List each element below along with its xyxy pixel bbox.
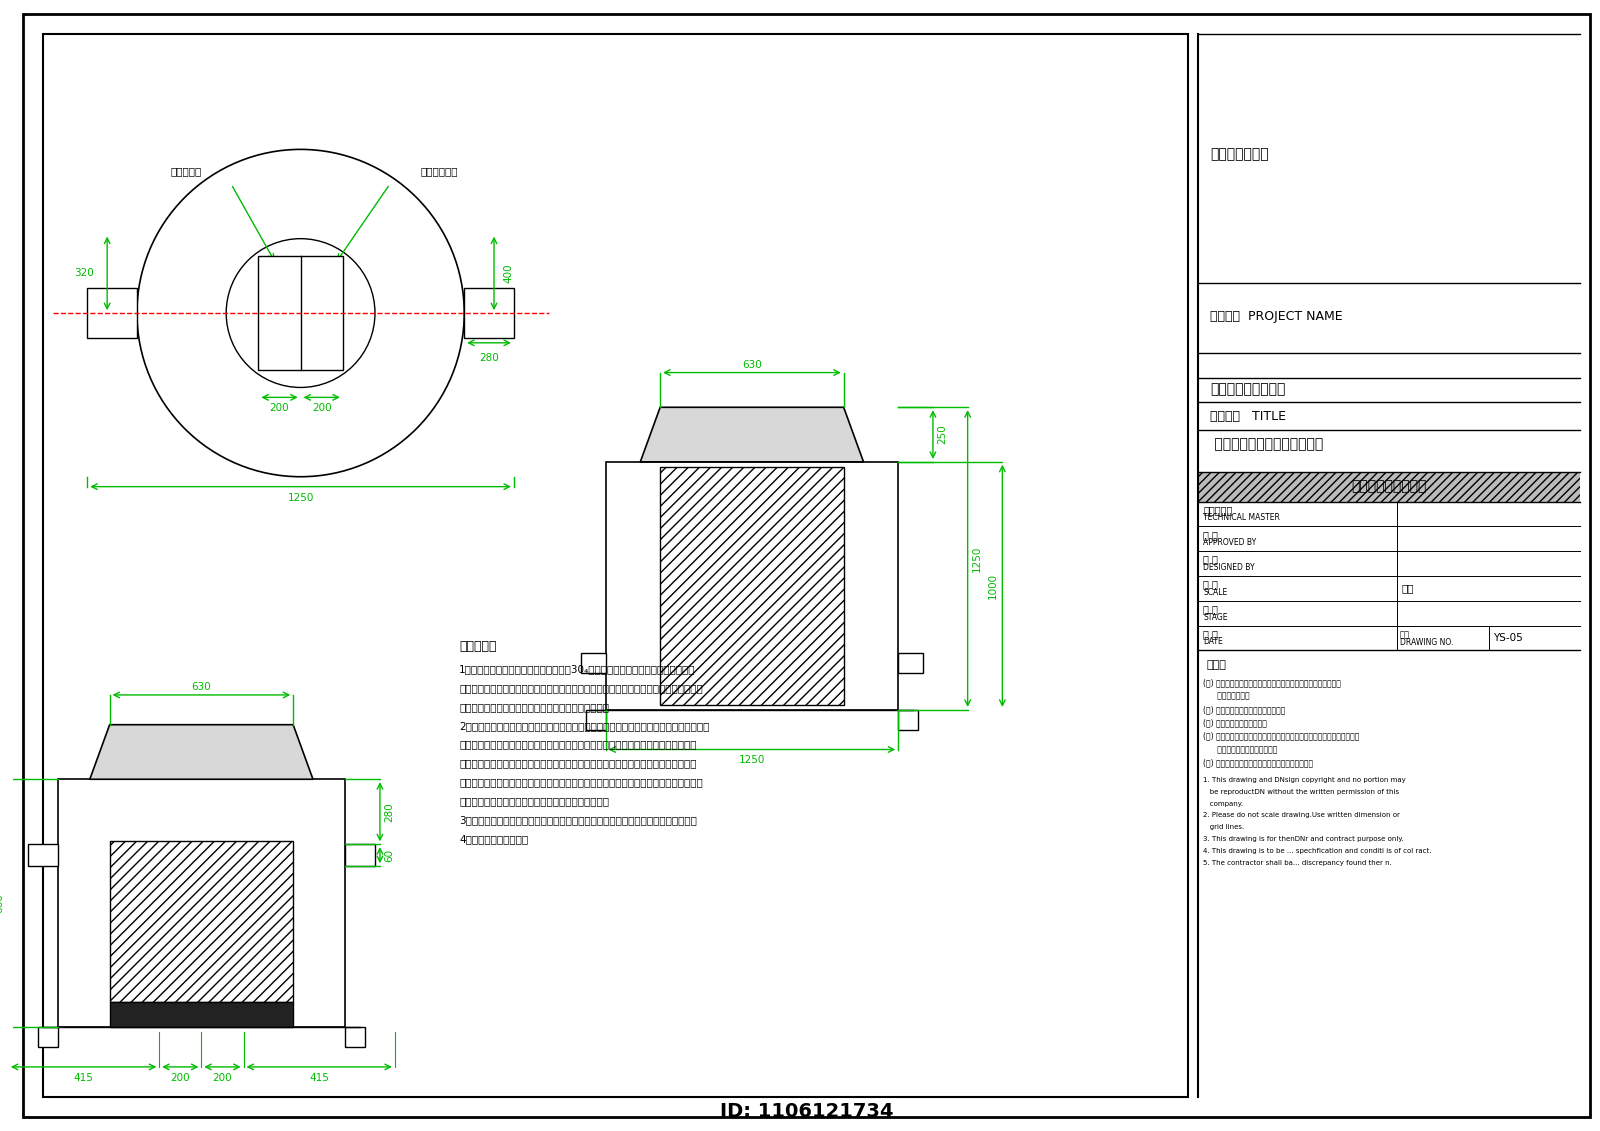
Bar xyxy=(110,841,293,1002)
Text: 日 期: 日 期 xyxy=(1203,629,1218,639)
Bar xyxy=(110,1002,293,1027)
Polygon shape xyxy=(90,725,314,779)
Text: DESIGNED BY: DESIGNED BY xyxy=(1203,563,1254,572)
Text: 雨水收集与利用系统: 雨水收集与利用系统 xyxy=(1352,480,1427,493)
Text: 1250: 1250 xyxy=(971,545,982,572)
Text: 630: 630 xyxy=(192,682,211,692)
Text: 阶 段: 阶 段 xyxy=(1203,604,1218,614)
Text: 图纸名称   TITLE: 图纸名称 TITLE xyxy=(1210,409,1286,423)
Text: (四) 使用此图时应同时参阅建筑图纸，结构图纸，及其它有关图纸，施工说: (四) 使用此图时应同时参阅建筑图纸，结构图纸，及其它有关图纸，施工说 xyxy=(1203,732,1360,741)
Bar xyxy=(88,288,138,338)
Text: 1、本产品外壳质为玻璃钙，内置不锈錄30₄提篹及过滤网，可有效拦截较大固体污: 1、本产品外壳质为玻璃钙，内置不锈錄30₄提篹及过滤网，可有效拦截较大固体污 xyxy=(459,664,696,674)
Text: 明及合同内列明的各项条件。: 明及合同内列明的各项条件。 xyxy=(1203,745,1278,754)
Text: 660: 660 xyxy=(0,893,5,913)
Text: 截污过滤弃流一体化设备详图: 截污过滤弃流一体化设备详图 xyxy=(1210,437,1323,451)
Bar xyxy=(27,844,58,866)
Text: 200: 200 xyxy=(171,1073,190,1082)
Bar xyxy=(38,1027,58,1047)
Text: YS-05: YS-05 xyxy=(1493,633,1523,644)
Circle shape xyxy=(226,239,374,388)
Text: 在污染较轻的区域可直接达到生活杂用水的水质标准。: 在污染较轻的区域可直接达到生活杂用水的水质标准。 xyxy=(459,796,610,806)
Bar xyxy=(259,256,342,370)
Text: 200: 200 xyxy=(270,404,290,413)
Text: 技术出图专用章: 技术出图专用章 xyxy=(1210,147,1269,162)
Polygon shape xyxy=(640,407,864,461)
Text: 5. The contractor shall ba... discrepancy found ther n.: 5. The contractor shall ba... discrepanc… xyxy=(1203,860,1392,866)
Text: TECHNICAL MASTER: TECHNICAL MASTER xyxy=(1203,513,1280,523)
Text: 250: 250 xyxy=(938,425,947,444)
Text: 4. This drawing is to be ... spechfication and conditi is of col ract.: 4. This drawing is to be ... spechficati… xyxy=(1203,848,1432,854)
Text: 不锈钢过滤网: 不锈钢过滤网 xyxy=(421,166,458,176)
Text: 1250: 1250 xyxy=(288,493,314,502)
Bar xyxy=(586,710,606,729)
Text: 60: 60 xyxy=(384,848,394,862)
Text: 设 计: 设 计 xyxy=(1203,554,1218,564)
Text: 前期污染自动排放，便于后期干净的雨水过滤、收集。: 前期污染自动排放，便于后期干净的雨水过滤、收集。 xyxy=(459,702,610,711)
Text: STAGE: STAGE xyxy=(1203,613,1227,622)
Text: 随剩余水流排出，装置恢复原状，等待下次降雨。并且内部配有精度高的不锈钔过滤网，: 随剩余水流排出，装置恢复原状，等待下次降雨。并且内部配有精度高的不锈钔过滤网， xyxy=(459,777,702,787)
Text: 200: 200 xyxy=(213,1073,232,1082)
Text: 3. This drawing is for thenDNr and contract purpose only.: 3. This drawing is for thenDNr and contr… xyxy=(1203,836,1403,843)
Circle shape xyxy=(138,149,464,477)
Text: 审 核: 审 核 xyxy=(1203,529,1218,539)
Text: SCALE: SCALE xyxy=(1203,588,1227,597)
Text: 专业: 专业 xyxy=(1402,584,1414,594)
Text: (一) 此图纸之版权属本公司所有，未经本公司许可，任何部分不得: (一) 此图纸之版权属本公司所有，未经本公司许可，任何部分不得 xyxy=(1203,679,1341,688)
Text: 图号: 图号 xyxy=(1400,630,1410,639)
Bar xyxy=(58,779,346,1027)
Text: 擅自抄写复制。: 擅自抄写复制。 xyxy=(1203,691,1250,700)
Bar xyxy=(661,467,843,705)
Text: 3、本产品主要应用于前期雨水收集处理，能够一体化实现截污沉淠过滤弃流等功能。: 3、本产品主要应用于前期雨水收集处理，能够一体化实现截污沉淠过滤弃流等功能。 xyxy=(459,815,698,824)
Text: 200: 200 xyxy=(312,404,331,413)
Bar xyxy=(346,844,374,866)
Text: company.: company. xyxy=(1203,801,1243,806)
Text: 口自动关闭，停止弃流，进行雨水收集。内置的不锈钔过滤网可以对收集的雨水进行过: 口自动关闭，停止弃流，进行雨水收集。内置的不锈钔过滤网可以对收集的雨水进行过 xyxy=(459,740,696,750)
Bar xyxy=(898,710,918,729)
Text: DRAWING NO.: DRAWING NO. xyxy=(1400,638,1453,647)
Text: DATE: DATE xyxy=(1203,638,1222,647)
Text: 2、产品内置水流堆水板、控制阁、空制阁，不锈钔过滤网。当达到设定的弃流量时，排污: 2、产品内置水流堆水板、控制阁、空制阁，不锈钔过滤网。当达到设定的弃流量时，排污 xyxy=(459,720,710,731)
Text: 320: 320 xyxy=(75,268,94,278)
Text: 280: 280 xyxy=(384,802,394,821)
Text: 不锈钢提篮: 不锈钢提篮 xyxy=(171,166,202,176)
Text: 280: 280 xyxy=(478,353,499,363)
Text: ID: 1106121734: ID: 1106121734 xyxy=(720,1102,893,1121)
Text: 1250: 1250 xyxy=(739,756,765,766)
Text: 原理说明：: 原理说明： xyxy=(459,640,496,654)
Text: 滤，过滤产生的污染物会留在排污口算体内，降雨结束后，排污口自动打开，污染物将: 滤，过滤产生的污染物会留在排污口算体内，降雨结束后，排污口自动打开，污染物将 xyxy=(459,759,696,768)
Text: 4、本产品可直接埋地。: 4、本产品可直接埋地。 xyxy=(459,834,528,844)
Text: 比 例: 比 例 xyxy=(1203,579,1218,589)
Text: 雨水回收与利用项目: 雨水回收与利用项目 xyxy=(1210,382,1285,397)
Bar xyxy=(346,1027,365,1047)
Text: 染物，从而保护后续设备的正常运行，同时可有效的将前期浓度较高的污染物抛弃，实现: 染物，从而保护后续设备的正常运行，同时可有效的将前期浓度较高的污染物抛弃，实现 xyxy=(459,683,702,693)
Text: 415: 415 xyxy=(309,1073,330,1082)
Text: 项目名称  PROJECT NAME: 项目名称 PROJECT NAME xyxy=(1210,310,1342,322)
Text: APPROVED BY: APPROVED BY xyxy=(1203,538,1256,547)
Text: (五) 承包商如发现有任何层层，应立即通知本公司。: (五) 承包商如发现有任何层层，应立即通知本公司。 xyxy=(1203,759,1314,768)
Text: 630: 630 xyxy=(742,360,762,370)
Text: 400: 400 xyxy=(504,264,514,283)
Text: 注意：: 注意： xyxy=(1206,661,1226,671)
Text: (三) 此图只供标标及合同之用: (三) 此图只供标标及合同之用 xyxy=(1203,718,1267,727)
Text: 1000: 1000 xyxy=(987,572,997,599)
Bar xyxy=(581,653,606,673)
Text: grid lines.: grid lines. xyxy=(1203,824,1245,830)
Bar xyxy=(606,461,898,710)
Text: 专业负责人: 专业负责人 xyxy=(1203,504,1232,515)
Bar xyxy=(898,653,923,673)
Text: 415: 415 xyxy=(74,1073,93,1082)
Bar xyxy=(464,288,514,338)
Text: be reproductDN without the written permission of this: be reproductDN without the written permi… xyxy=(1203,788,1400,795)
Bar xyxy=(43,34,1189,1097)
Text: 1. This drawing and DNsign copyright and no portion may: 1. This drawing and DNsign copyright and… xyxy=(1203,777,1406,783)
Bar xyxy=(1198,472,1581,501)
Text: (二) 尺寸以毫米计，以图中数字为准。: (二) 尺寸以毫米计，以图中数字为准。 xyxy=(1203,705,1286,714)
Text: 2. Please do not scale drawing.Use written dimension or: 2. Please do not scale drawing.Use writt… xyxy=(1203,812,1400,819)
